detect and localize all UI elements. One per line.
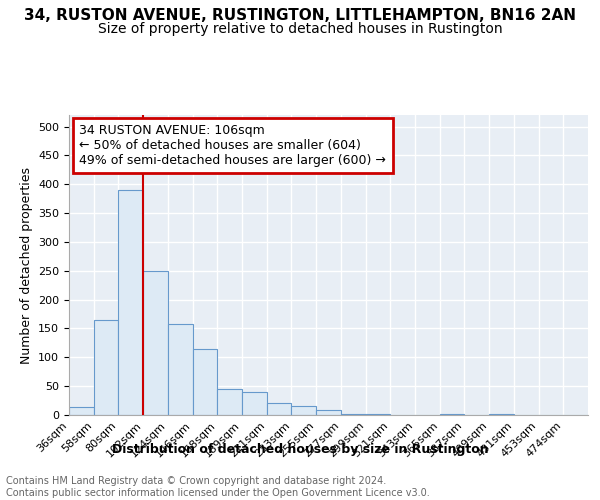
- Bar: [489, 414, 514, 415]
- Bar: [94, 320, 118, 415]
- Text: 34 RUSTON AVENUE: 106sqm
← 50% of detached houses are smaller (604)
49% of semi-: 34 RUSTON AVENUE: 106sqm ← 50% of detach…: [79, 124, 386, 167]
- Bar: [193, 348, 217, 415]
- Bar: [217, 389, 242, 415]
- Y-axis label: Number of detached properties: Number of detached properties: [20, 166, 32, 364]
- Bar: [365, 414, 390, 415]
- Bar: [341, 414, 365, 415]
- Text: Contains HM Land Registry data © Crown copyright and database right 2024.
Contai: Contains HM Land Registry data © Crown c…: [6, 476, 430, 498]
- Bar: [242, 392, 267, 415]
- Bar: [316, 410, 341, 415]
- Bar: [440, 414, 464, 415]
- Bar: [168, 324, 193, 415]
- Bar: [292, 406, 316, 415]
- Bar: [143, 271, 168, 415]
- Text: Size of property relative to detached houses in Rustington: Size of property relative to detached ho…: [98, 22, 502, 36]
- Text: Distribution of detached houses by size in Rustington: Distribution of detached houses by size …: [112, 442, 488, 456]
- Bar: [118, 190, 143, 415]
- Bar: [69, 407, 94, 415]
- Bar: [267, 404, 292, 415]
- Text: 34, RUSTON AVENUE, RUSTINGTON, LITTLEHAMPTON, BN16 2AN: 34, RUSTON AVENUE, RUSTINGTON, LITTLEHAM…: [24, 8, 576, 22]
